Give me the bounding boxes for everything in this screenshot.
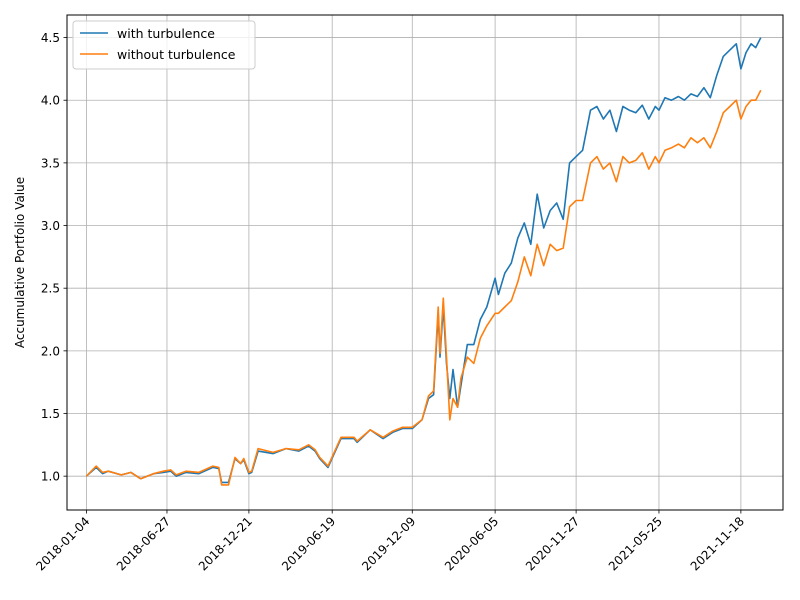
legend-frame: [72, 20, 256, 70]
x-tick-label: 2019-06-19: [279, 514, 338, 573]
x-tick-label: 2018-06-27: [114, 514, 173, 573]
series-line-without-turbulence: [85, 89, 762, 486]
x-tick-label: 2021-05-25: [606, 514, 665, 573]
y-tick-label: 4.0: [41, 94, 60, 108]
y-tick-label: 3.5: [41, 156, 60, 170]
plot-frame: [66, 14, 784, 511]
legend-label-without-turbulence: without turbulence: [117, 47, 236, 62]
grid-lines: [67, 15, 783, 510]
x-axis-ticks: 2018-01-04 2018-06-27 2018-12-21 2019-06-19…: [33, 510, 747, 573]
y-tick-label: 2.5: [41, 282, 60, 296]
x-tick-label: 2018-01-04: [33, 514, 92, 573]
y-tick-label: 1.0: [41, 470, 60, 484]
series-lines: [85, 37, 762, 486]
y-tick-label: 4.5: [41, 31, 60, 45]
y-tick-label: 3.0: [41, 219, 60, 233]
x-tick-label: 2021-11-18: [688, 514, 747, 573]
x-tick-label: 2020-11-27: [523, 514, 582, 573]
x-tick-label: 2018-12-21: [196, 514, 255, 573]
y-axis-label: Accumulative Portfolio Value: [13, 177, 27, 348]
y-tick-label: 2.0: [41, 344, 60, 358]
legend-label-with-turbulence: with turbulence: [117, 26, 215, 41]
legend: with turbulence without turbulence: [72, 20, 256, 70]
y-tick-label: 1.5: [41, 407, 60, 421]
y-axis-ticks: 1.0 1.5 2.0 2.5 3.0 3.5 4.0 4.5: [41, 31, 67, 484]
x-tick-label: 2019-12-09: [359, 514, 418, 573]
x-tick-label: 2020-06-05: [442, 514, 501, 573]
